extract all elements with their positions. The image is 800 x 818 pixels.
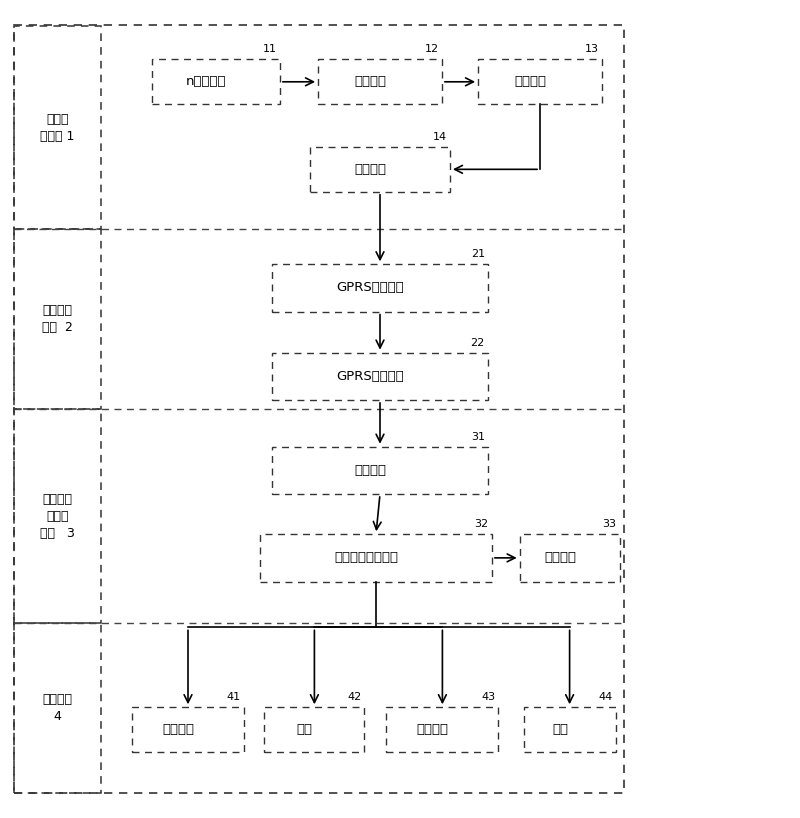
Text: 42: 42	[347, 692, 362, 702]
Bar	[272, 264, 488, 312]
Bar	[310, 146, 450, 191]
Text: 数据采集: 数据采集	[354, 464, 386, 477]
Text: 43: 43	[481, 692, 495, 702]
Bar	[14, 623, 101, 793]
Bar	[272, 447, 488, 494]
Text: 数据存储: 数据存储	[162, 723, 194, 736]
Text: 滤波电路: 滤波电路	[354, 75, 386, 88]
Bar	[14, 229, 101, 409]
Text: 信号传输
单元  2: 信号传输 单元 2	[42, 304, 73, 334]
Text: GPRS接收装置: GPRS接收装置	[337, 370, 404, 383]
Text: 13: 13	[585, 44, 598, 55]
Text: 信号采
集单元 1: 信号采 集单元 1	[41, 113, 74, 142]
Text: 参数设定: 参数设定	[417, 723, 449, 736]
Bar	[520, 534, 620, 582]
Bar	[152, 59, 280, 104]
Text: 放大电路: 放大电路	[514, 75, 546, 88]
Text: 模数转换: 模数转换	[354, 163, 386, 176]
Text: 数据分析（主机）: 数据分析（主机）	[334, 551, 398, 564]
Bar	[14, 26, 101, 229]
Text: 网络通信: 网络通信	[544, 551, 576, 564]
Bar	[265, 707, 365, 753]
Text: 21: 21	[470, 249, 485, 259]
Text: n路传感器: n路传感器	[186, 75, 226, 88]
Bar	[14, 25, 624, 793]
Bar	[524, 707, 616, 753]
Text: 显示: 显示	[297, 723, 313, 736]
Text: 12: 12	[425, 44, 438, 55]
Text: 22: 22	[470, 338, 485, 348]
Text: 14: 14	[433, 132, 446, 142]
Text: 报警: 报警	[552, 723, 568, 736]
Text: 41: 41	[226, 692, 241, 702]
Bar	[478, 59, 602, 104]
Text: 32: 32	[474, 519, 489, 529]
Text: 11: 11	[262, 44, 277, 55]
Text: 数据采集
及分析
单元   3: 数据采集 及分析 单元 3	[40, 492, 75, 540]
Bar	[132, 707, 244, 753]
Text: 31: 31	[470, 432, 485, 442]
Text: 33: 33	[602, 519, 616, 529]
Bar	[260, 534, 492, 582]
Bar	[386, 707, 498, 753]
Text: GPRS发送装置: GPRS发送装置	[337, 281, 404, 294]
Bar	[272, 353, 488, 400]
Bar	[318, 59, 442, 104]
Text: 人机界面
4: 人机界面 4	[42, 694, 73, 723]
Bar	[14, 409, 101, 623]
Text: 44: 44	[598, 692, 613, 702]
